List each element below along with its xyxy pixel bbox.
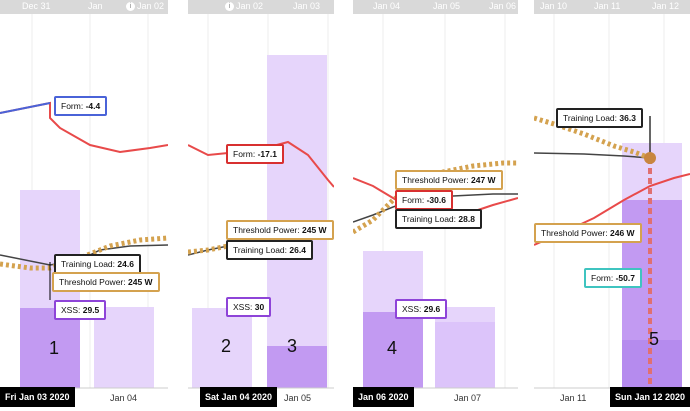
training-load-tooltip: Training Load: 26.4 (226, 240, 313, 260)
threshold-power-line (534, 115, 651, 161)
threshold-power-tooltip: Threshold Power: 245 W (52, 272, 160, 292)
chart-panel-1: Dec 31 Jan i Jan 02 Form: -4.4 Training … (0, 0, 168, 411)
x-axis-label: Jan 11 (560, 393, 587, 403)
timeline-label: Jan 05 (433, 1, 461, 11)
xss-bar (20, 308, 80, 388)
tooltip-label: XSS: (61, 305, 83, 315)
tooltip-value: -50.7 (615, 273, 635, 283)
tooltip-value: -4.4 (85, 101, 101, 111)
form-line-highlight (0, 102, 51, 114)
chart-canvas (534, 14, 690, 389)
xss-tooltip: XSS: 29.5 (54, 300, 107, 320)
training-load-tooltip: Training Load: 24.6 (54, 254, 141, 274)
annotation-number: 5 (649, 329, 660, 349)
tooltip-label: Training Load: (233, 245, 290, 255)
hover-point (644, 152, 656, 164)
tooltip-value: -17.1 (257, 149, 277, 159)
annotation-number: 1 (49, 338, 60, 358)
xss-bar (363, 312, 423, 388)
x-axis-label: Jan 04 (110, 393, 138, 403)
training-load-tooltip: Training Load: 36.3 (556, 108, 643, 128)
xss-bar (267, 346, 327, 388)
load-bar (94, 307, 154, 388)
timeline-label: Jan 03 (293, 1, 321, 11)
x-axis-label: Jan 07 (454, 393, 482, 403)
tooltip-label: Threshold Power: (233, 225, 302, 235)
selected-date-label: Fri Jan 03 2020 (0, 387, 75, 407)
training-load-line (534, 152, 651, 159)
tooltip-label: Training Load: (563, 113, 620, 123)
tooltip-label: Threshold Power: (402, 175, 471, 185)
chart-panel-3: Jan 04 Jan 05 Jan 06 Threshold Power: 24… (353, 0, 518, 411)
annotation-number: 2 (221, 336, 232, 356)
form-tooltip: Form: -17.1 (226, 144, 284, 164)
tooltip-value: 246 W (609, 228, 635, 238)
timeline-handle-icon[interactable]: i (126, 2, 135, 11)
tooltip-value: 29.5 (82, 305, 100, 315)
xss-tooltip: XSS: 29.6 (395, 299, 448, 319)
tooltip-value: 36.3 (619, 113, 636, 123)
chart-panel-4: Jan 10 Jan 11 Jan 12 Training Load: 36.3… (534, 0, 690, 411)
threshold-power-line (188, 243, 229, 255)
tooltip-label: Training Load: (61, 259, 118, 269)
timeline-label: Jan 10 (540, 1, 568, 11)
selected-date-label: Sun Jan 12 2020 (610, 387, 690, 407)
timeline-header[interactable]: Jan 10 Jan 11 Jan 12 (534, 0, 690, 14)
tooltip-value: 26.4 (289, 245, 306, 255)
form-tooltip: Form: -4.4 (54, 96, 108, 116)
tooltip-value: 245 W (127, 277, 153, 287)
xss-bar (435, 322, 495, 388)
tooltip-value: -30.6 (426, 195, 446, 205)
tooltip-label: XSS: (402, 304, 424, 314)
timeline-label: Dec 31 (22, 1, 51, 11)
timeline-handle-icon[interactable]: i (225, 2, 234, 11)
xss-tooltip: XSS: 30 (226, 297, 272, 317)
timeline-label: Jan 02 (137, 1, 165, 11)
form-line (0, 101, 168, 154)
timeline-label: Jan 06 (489, 1, 517, 11)
x-axis-label: Jan 05 (284, 393, 312, 403)
annotation-number: 3 (287, 336, 298, 356)
tooltip-label: Training Load: (402, 214, 459, 224)
threshold-power-tooltip: Threshold Power: 246 W (534, 223, 642, 243)
form-tooltip: Form: -50.7 (584, 268, 642, 288)
selected-date-label: Sat Jan 04 2020 (200, 387, 278, 407)
timeline-label: Jan 02 (236, 1, 264, 11)
timeline-label: Jan 11 (594, 1, 621, 11)
timeline-label: Jan 12 (652, 1, 680, 11)
tooltip-label: XSS: (233, 302, 255, 312)
tooltip-label: Threshold Power: (59, 277, 128, 287)
tooltip-value: 24.6 (117, 259, 134, 269)
tooltip-label: Threshold Power: (541, 228, 610, 238)
tooltip-label: Form: (61, 101, 86, 111)
tooltip-label: Form: (233, 149, 258, 159)
chart-canvas (188, 14, 334, 389)
chart-panel-2: i Jan 02 Jan 03 Form: -17.1 Threshold Po… (188, 0, 334, 411)
form-tooltip: Form: -30.6 (395, 190, 453, 210)
selected-date-label: Jan 06 2020 (353, 387, 414, 407)
tooltip-value: 247 W (470, 175, 496, 185)
tooltip-value: 28.8 (458, 214, 475, 224)
threshold-power-tooltip: Threshold Power: 247 W (395, 170, 503, 190)
threshold-power-tooltip: Threshold Power: 245 W (226, 220, 334, 240)
chart-canvas (0, 14, 168, 389)
tooltip-label: Form: (591, 273, 616, 283)
tooltip-label: Form: (402, 195, 427, 205)
training-load-tooltip: Training Load: 28.8 (395, 209, 482, 229)
threshold-power-line (0, 235, 168, 271)
load-bar (192, 308, 252, 388)
annotation-number: 4 (387, 338, 398, 358)
timeline-label: Jan (88, 1, 103, 11)
timeline-header[interactable]: Jan 04 Jan 05 Jan 06 (353, 0, 518, 14)
timeline-header[interactable]: i Jan 02 Jan 03 (188, 0, 334, 14)
timeline-header[interactable]: Dec 31 Jan i Jan 02 (0, 0, 168, 14)
timeline-label: Jan 04 (373, 1, 401, 11)
tooltip-value: 245 W (301, 225, 327, 235)
tooltip-value: 29.6 (423, 304, 441, 314)
tooltip-value: 30 (254, 302, 265, 312)
chart-canvas (353, 14, 518, 389)
